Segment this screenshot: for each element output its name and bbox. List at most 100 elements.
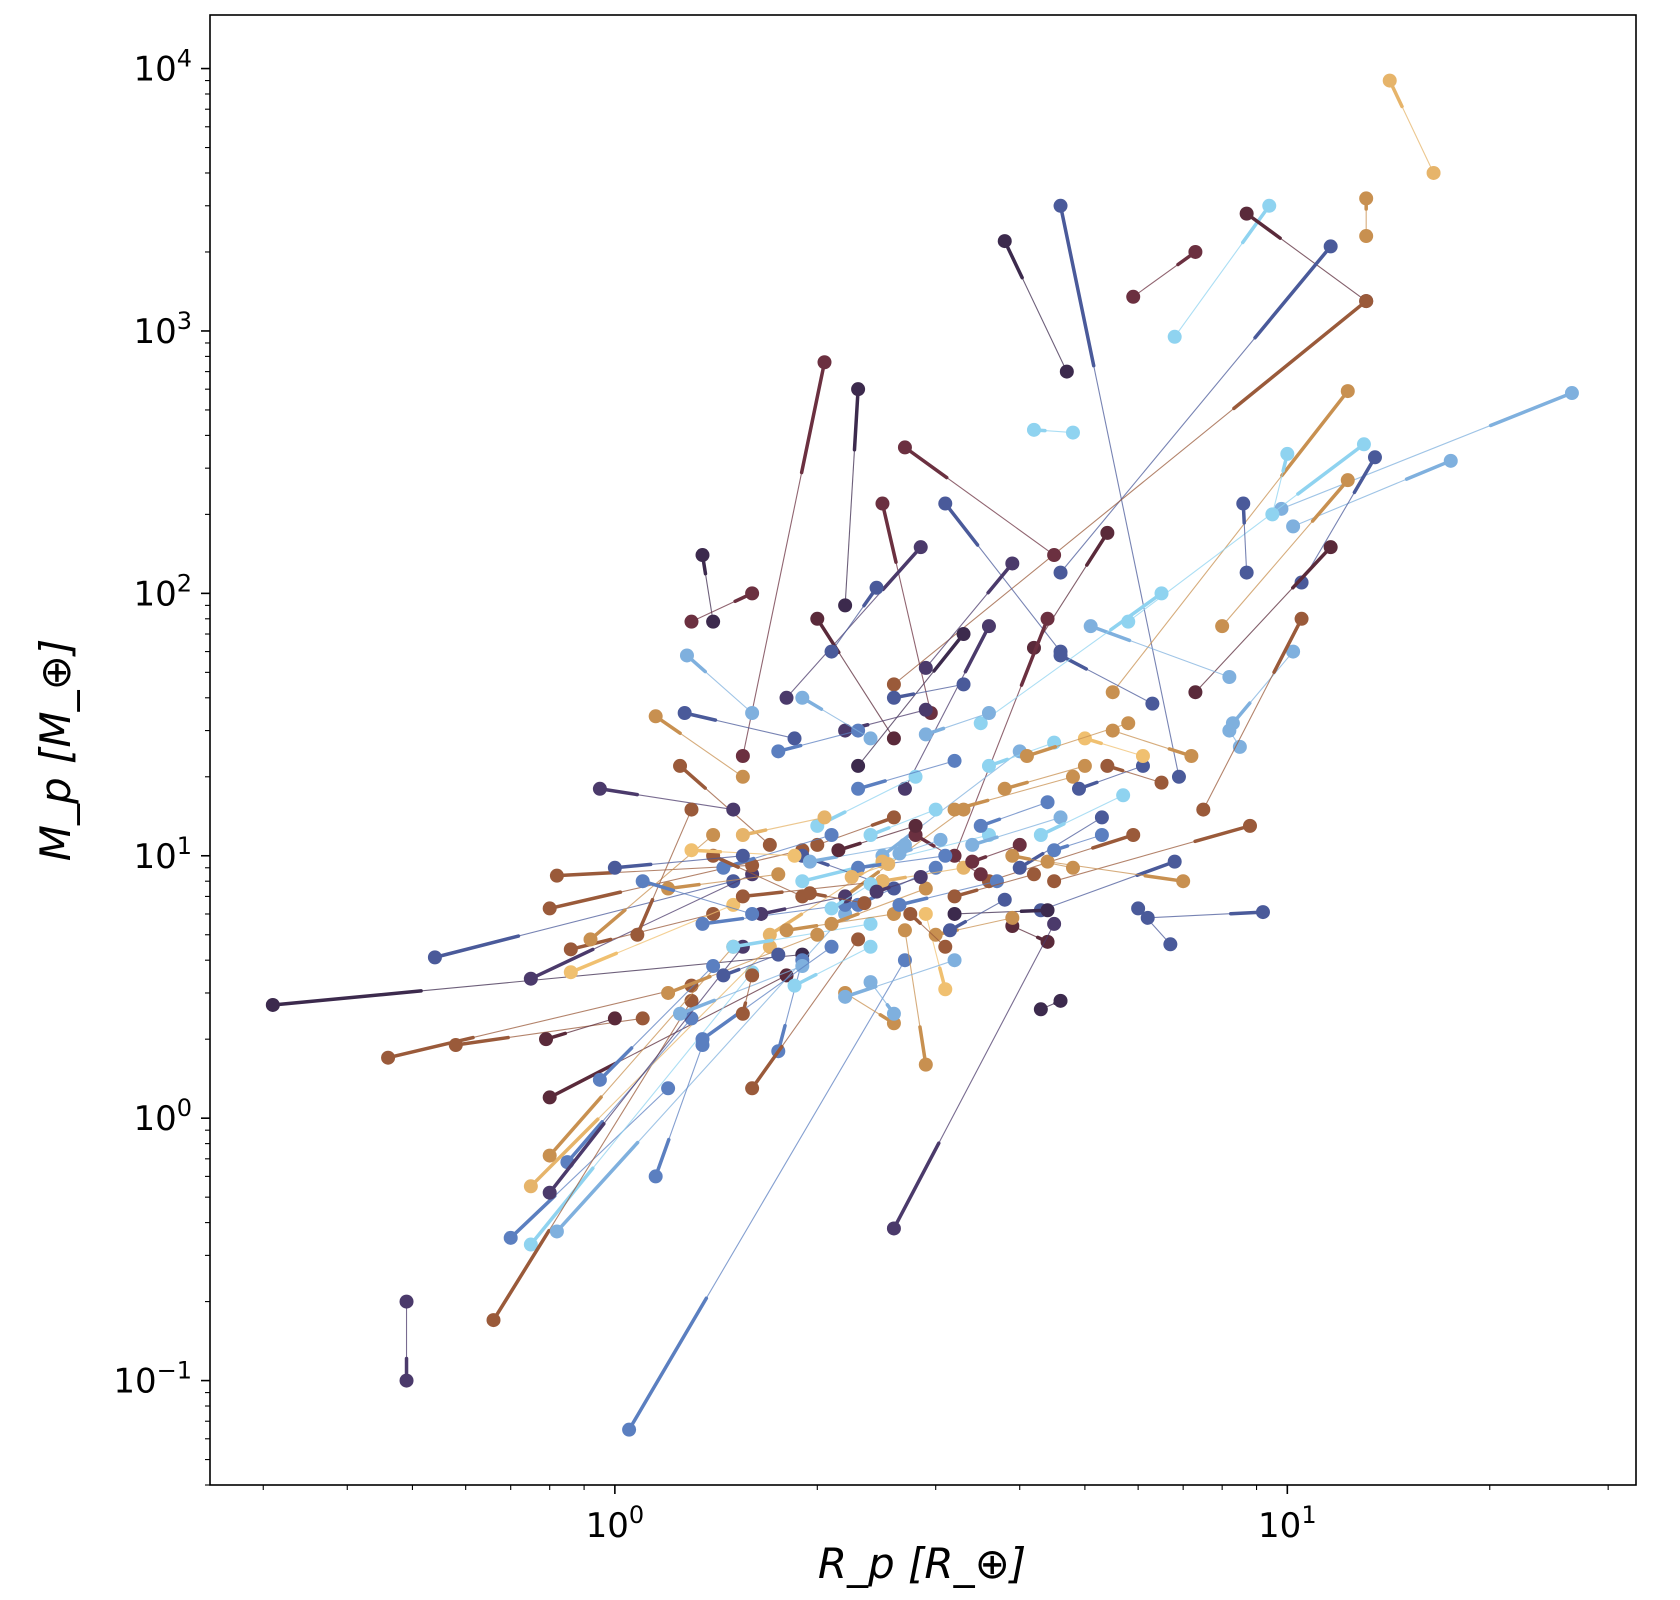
pair-point-end (607, 1011, 622, 1026)
pair-thick-segment (529, 1117, 600, 1189)
pair-129 (1019, 716, 1136, 764)
pair-point-start (1359, 191, 1374, 206)
pair-point-start (486, 1313, 501, 1328)
pair-point-start (265, 997, 280, 1012)
pair-point-start (844, 870, 859, 885)
x-tick-label: 101 (1258, 1501, 1317, 1546)
pair-point-start (1047, 843, 1062, 858)
pair-point-start (892, 846, 907, 861)
pair-point-end (1005, 910, 1020, 925)
pair-point-start (592, 1072, 607, 1087)
pair-point-end (1040, 854, 1055, 869)
pair-3 (1167, 198, 1277, 344)
pair-point-start (824, 901, 839, 916)
pair-thick-segment (508, 1194, 557, 1240)
pair-7 (1053, 239, 1338, 580)
pair-130 (918, 706, 996, 742)
pair-15 (1294, 450, 1382, 590)
pair-point-end (881, 857, 896, 872)
pair-81 (592, 959, 721, 1087)
pair-point-start (1053, 648, 1068, 663)
pair-thick-segment (1232, 299, 1368, 411)
pair-143 (965, 837, 1027, 869)
pair-point-end (1053, 565, 1068, 580)
y-tick-label: 100 (133, 1094, 192, 1139)
pair-point-start (802, 886, 817, 901)
pair-132 (771, 723, 866, 759)
y-tick-label: 102 (133, 569, 192, 614)
pair-106 (661, 927, 825, 1000)
pair-thick-segment (1058, 204, 1096, 368)
y-axis-label: M_p [M_⊕] (31, 639, 80, 861)
pair-point-start (1323, 239, 1338, 254)
pair-32 (673, 758, 777, 852)
pair-point-start (981, 619, 996, 634)
pair-23 (1188, 540, 1338, 700)
pair-point-start (1100, 525, 1115, 540)
pair-point-start (716, 968, 731, 983)
pair-point-start (913, 540, 928, 555)
pair-thick-segment (598, 1046, 634, 1082)
pair-point-end (1239, 565, 1254, 580)
pair-86 (863, 975, 901, 1021)
pair-point-end (771, 867, 786, 882)
pair-thick-segment (547, 1122, 606, 1195)
pair-thick-segment (880, 501, 898, 564)
pair-point-start (795, 874, 810, 889)
y-axis: 10−1 100 101 102 103 104 (113, 45, 210, 1486)
pair-point-end (779, 968, 794, 983)
pair-12 (1105, 384, 1355, 700)
pair-point-end (973, 716, 988, 731)
pair-point-start (1019, 749, 1034, 764)
pair-point-end (745, 968, 760, 983)
pair-point-start (869, 884, 884, 899)
pair-133 (795, 690, 878, 746)
pair-47 (1047, 818, 1257, 889)
pair-point-start (947, 889, 962, 904)
pair-98 (947, 769, 1080, 817)
pair-point-end (771, 947, 786, 962)
pair-thick-segment (666, 974, 712, 995)
pair-9 (735, 355, 832, 764)
pair-26 (779, 540, 928, 705)
plot-frame (209, 14, 1637, 1486)
pair-110 (716, 947, 786, 983)
pair-69 (622, 953, 912, 1437)
pair-point-end (745, 706, 760, 721)
pair-123 (973, 795, 1055, 833)
pair-point-end (1047, 548, 1062, 563)
pair-point-end (726, 897, 741, 912)
pair-thick-segment (1291, 545, 1333, 590)
pair-point-end (787, 848, 802, 863)
pair-point-start (1236, 496, 1251, 511)
pair-point-start (1154, 586, 1169, 601)
pair-point-start (630, 927, 645, 942)
pair-point-end (1105, 685, 1120, 700)
pair-thick-segment (1019, 617, 1050, 687)
pair-point-start (1176, 874, 1191, 889)
pair-28 (1026, 525, 1115, 655)
pair-point-start (1367, 450, 1382, 465)
pair-point-start (1077, 731, 1092, 746)
pair-point-start (1222, 723, 1237, 738)
pair-point-start (981, 758, 996, 773)
pair-147 (869, 870, 928, 899)
pair-point-start (622, 1422, 637, 1437)
pair-point-end (726, 802, 741, 817)
pair-thick-segment (529, 947, 595, 981)
pair-96 (965, 810, 1068, 852)
pair-17 (1265, 446, 1295, 522)
pair-51 (1140, 905, 1270, 925)
pair-point-start (973, 818, 988, 833)
pair-14 (1286, 453, 1458, 534)
pair-thick-segment (1193, 824, 1252, 844)
pair-point-start (1188, 244, 1203, 259)
pair-65 (563, 897, 741, 980)
pair-point-start (918, 727, 933, 742)
pair-point-start (549, 868, 564, 883)
pair-point-end (1286, 644, 1301, 659)
pair-point-end (1232, 739, 1247, 754)
pair-99 (1012, 810, 1109, 875)
pair-point-start (583, 932, 598, 947)
pair-point-end (1012, 837, 1027, 852)
